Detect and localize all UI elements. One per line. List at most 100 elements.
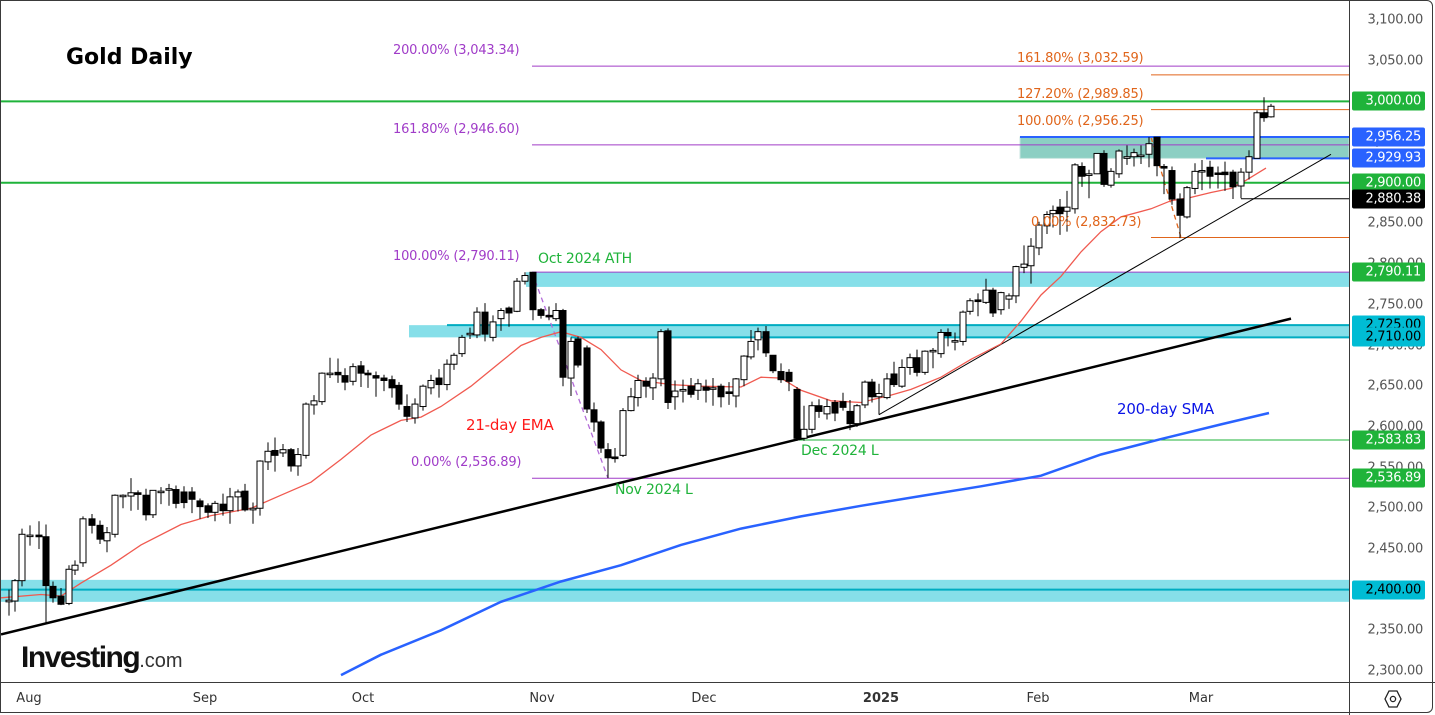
candle-bull	[800, 428, 808, 439]
price-tick: 2,350.00	[1367, 622, 1424, 638]
candle-bull	[256, 460, 264, 509]
candle-bull	[1245, 156, 1253, 173]
candle-bear	[142, 494, 150, 516]
candle-bear	[559, 310, 567, 378]
time-tick: Feb	[1026, 691, 1050, 706]
candle-bull	[740, 355, 748, 381]
candle-bear	[1260, 112, 1268, 119]
candle-bull	[443, 363, 451, 386]
candle-bull	[294, 454, 302, 467]
candle-bear	[717, 385, 725, 398]
fib-purple-label-2: 100.00% (2,790.11)	[393, 249, 520, 264]
candle-bull	[627, 396, 635, 412]
candle-bear	[1214, 172, 1222, 175]
candle-bull	[497, 310, 505, 320]
fib-purple-label-3: 0.00% (2,536.89)	[411, 455, 522, 470]
candle-bull	[1237, 171, 1245, 187]
candle-bull	[18, 533, 26, 582]
candle-bear	[271, 449, 279, 456]
candle-bear	[505, 307, 513, 314]
candle-bear	[341, 375, 349, 383]
candle-bear	[944, 331, 952, 337]
candle-bull	[906, 357, 914, 368]
candle-bear	[219, 503, 227, 512]
candle-bull	[823, 406, 831, 415]
candle-bear	[545, 314, 553, 318]
fib-orange-label-2: 100.00% (2,956.25)	[1017, 114, 1144, 129]
price-badge: 2,790.11	[1352, 262, 1425, 282]
candle-bear	[372, 375, 380, 379]
trendline-0	[1, 317, 1292, 636]
price-badge: 2,710.00	[1352, 327, 1425, 347]
candle-bear	[57, 595, 65, 605]
time-axis[interactable]: Aug Sep Oct Nov Dec 2025 Feb Mar	[1, 682, 1349, 715]
price-tick: 2,750.00	[1367, 297, 1424, 313]
price-badge: 2,900.00	[1352, 173, 1425, 193]
candle-bear	[831, 401, 839, 414]
candle-bull	[1145, 143, 1153, 155]
candle-bull	[898, 366, 906, 387]
candle-bull	[853, 405, 861, 425]
price-axis[interactable]: 3,100.003,050.003,000.002,950.002,900.00…	[1349, 1, 1435, 682]
candle-bull	[119, 494, 127, 498]
hexagon-settings-icon[interactable]	[1383, 689, 1403, 709]
candle-bear	[134, 492, 142, 495]
ema21-line	[1, 167, 1267, 599]
candle-bear	[974, 299, 982, 303]
candle-bull	[709, 387, 717, 390]
candle-bull	[694, 383, 702, 391]
candle-bull	[302, 403, 310, 456]
candle-bull	[318, 372, 326, 403]
candle-bull	[657, 331, 665, 380]
candle-bull	[279, 449, 287, 454]
candle-bull	[1183, 187, 1191, 218]
candle-bull	[411, 403, 419, 419]
candle-bear	[777, 371, 785, 381]
candle-bull	[747, 340, 755, 358]
candle-bull	[552, 310, 560, 320]
candle-bull	[1063, 206, 1071, 212]
price-tick: 2,300.00	[1367, 663, 1424, 679]
candle-bull	[997, 292, 1005, 311]
annotation-label-3: Dec 2024 L	[801, 443, 879, 459]
candle-bear	[1153, 136, 1161, 167]
price-tick: 2,650.00	[1367, 378, 1424, 394]
settings-button[interactable]	[1349, 682, 1435, 715]
candle-bear	[196, 500, 204, 508]
candle-bull	[649, 377, 657, 389]
candle-bear	[334, 371, 342, 376]
candle-bull	[982, 289, 990, 303]
candle-bear	[380, 377, 388, 381]
fib-orange-label-1: 127.20% (2,989.85)	[1017, 87, 1144, 102]
candle-bull	[1107, 170, 1115, 186]
price-badge: 2,536.89	[1352, 468, 1425, 488]
candle-bear	[839, 401, 847, 408]
candlestick-chart[interactable]	[1, 1, 1349, 682]
candle-bull	[875, 393, 883, 398]
candle-bull	[929, 349, 937, 353]
candle-bull	[883, 378, 891, 399]
logo-main: Investing	[21, 641, 141, 674]
candle-bear	[180, 491, 188, 504]
candle-bull	[71, 564, 79, 571]
candle-bull	[473, 311, 481, 336]
chart-title: Gold Daily	[66, 45, 193, 70]
candle-bear	[241, 490, 249, 511]
price-tick: 2,500.00	[1367, 500, 1424, 516]
candle-bull	[211, 502, 219, 513]
candle-bull	[671, 390, 679, 398]
candle-bear	[642, 380, 650, 387]
candle-bull	[1035, 224, 1043, 249]
candle-bull	[326, 372, 334, 376]
fib-orange-label-0: 161.80% (3,032.59)	[1017, 51, 1144, 66]
price-tick: 3,050.00	[1367, 53, 1424, 69]
annotation-label-0: Oct 2024 ATH	[538, 251, 632, 267]
plot-area[interactable]: Gold Daily 200.00% (3,043.34) 161.80% (2,…	[1, 1, 1349, 682]
candle-bull	[732, 378, 740, 397]
candle-bull	[1005, 295, 1013, 300]
candle-bull	[427, 379, 435, 389]
candle-bear	[664, 330, 672, 403]
annotation-label-1: 21-day EMA	[466, 416, 554, 434]
price-badge: 2,929.93	[1352, 148, 1425, 168]
candle-bull	[1115, 150, 1123, 175]
